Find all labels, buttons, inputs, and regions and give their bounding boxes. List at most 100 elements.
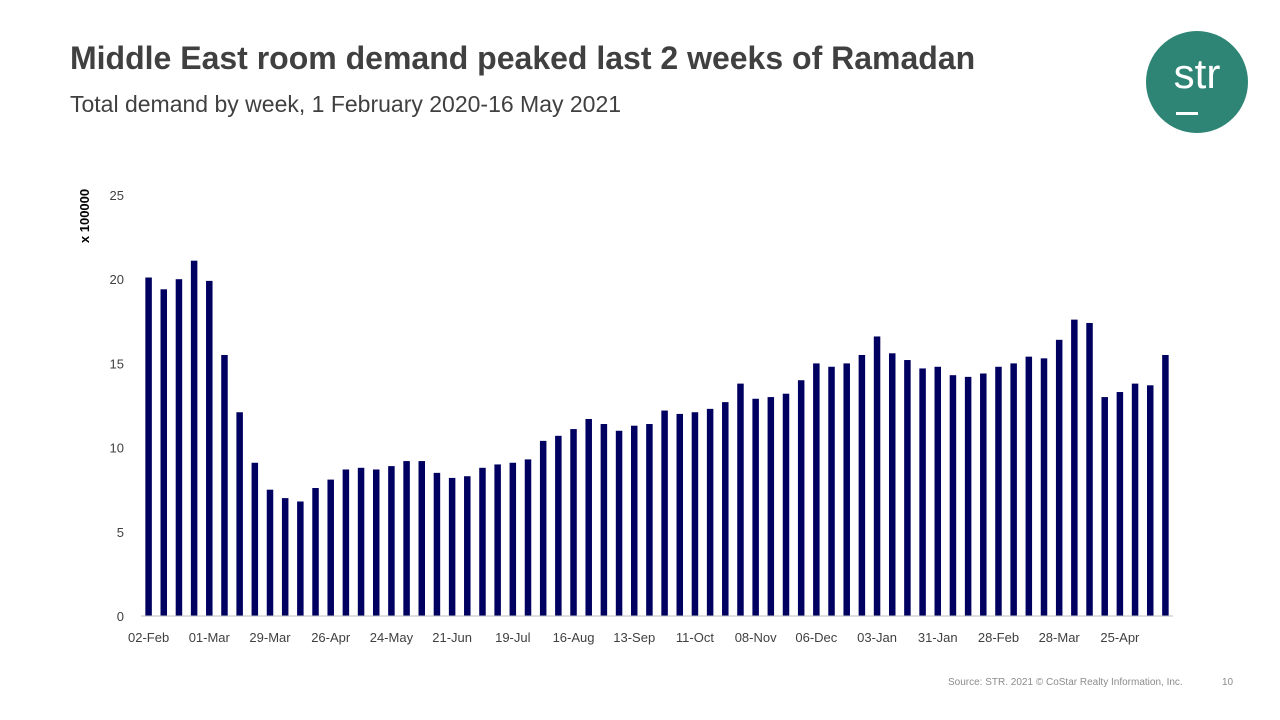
x-tick-label: 03-Jan xyxy=(857,630,897,645)
bar xyxy=(600,424,608,616)
bar xyxy=(676,413,684,616)
bar xyxy=(555,435,562,616)
str-logo: str xyxy=(1146,31,1248,133)
bar xyxy=(266,489,274,616)
bar xyxy=(1040,358,1048,616)
x-tick-label: 29-Mar xyxy=(249,630,291,645)
bar xyxy=(1086,322,1093,616)
bar xyxy=(1162,354,1169,616)
x-tick-label: 06-Dec xyxy=(795,630,837,645)
x-tick-label: 13-Sep xyxy=(613,630,655,645)
source-note: Source: STR. 2021 © CoStar Realty Inform… xyxy=(948,677,1183,688)
bar xyxy=(1116,392,1124,616)
x-tick-label: 25-Apr xyxy=(1100,630,1140,645)
page-number: 10 xyxy=(1222,677,1234,688)
x-tick-label: 24-May xyxy=(370,630,414,645)
bar xyxy=(964,376,972,616)
bar xyxy=(737,383,744,616)
bar xyxy=(980,373,987,616)
bar xyxy=(995,366,1002,616)
y-tick-label: 20 xyxy=(110,272,124,287)
x-tick-label: 28-Mar xyxy=(1039,630,1081,645)
x-tick-label: 31-Jan xyxy=(918,630,958,645)
bar xyxy=(357,467,365,616)
bar xyxy=(509,462,517,616)
bar xyxy=(221,354,228,616)
bar xyxy=(281,498,289,616)
bar xyxy=(342,469,350,616)
x-tick-label: 26-Apr xyxy=(311,630,351,645)
y-tick-label: 5 xyxy=(117,525,124,540)
x-tick-label: 21-Jun xyxy=(432,630,472,645)
bar xyxy=(190,260,198,616)
bar xyxy=(236,412,243,616)
bar xyxy=(1025,356,1033,616)
x-tick-label: 28-Feb xyxy=(978,630,1019,645)
x-tick-label: 16-Aug xyxy=(553,630,595,645)
bar xyxy=(615,430,623,616)
y-tick-label: 0 xyxy=(117,609,124,624)
bar xyxy=(646,424,653,616)
bar xyxy=(1101,397,1108,616)
bar xyxy=(797,380,805,616)
bars-group xyxy=(145,260,1169,616)
bar xyxy=(1071,319,1078,616)
bar xyxy=(904,360,911,616)
bar xyxy=(934,366,942,616)
bar xyxy=(691,412,699,616)
bar xyxy=(403,461,410,616)
bar xyxy=(585,418,592,616)
bar xyxy=(1146,385,1154,616)
bar xyxy=(312,488,319,616)
logo-text: str xyxy=(1173,50,1221,97)
bar xyxy=(479,467,486,616)
bar xyxy=(858,354,866,616)
bar xyxy=(251,462,259,616)
bar xyxy=(297,501,304,616)
bar xyxy=(706,408,714,616)
x-tick-label: 08-Nov xyxy=(735,630,777,645)
bar xyxy=(433,472,441,616)
bar xyxy=(327,479,334,616)
x-tick-label: 02-Feb xyxy=(128,630,169,645)
y-tick-label: 10 xyxy=(110,441,124,456)
y-tick-label: 25 xyxy=(110,188,124,203)
bar xyxy=(206,280,213,616)
bar xyxy=(418,461,426,616)
y-tick-label: 15 xyxy=(110,356,124,371)
bar xyxy=(949,375,957,616)
bar xyxy=(843,363,850,616)
bar xyxy=(145,277,152,616)
bar xyxy=(524,459,532,616)
bar xyxy=(570,429,577,616)
bar xyxy=(494,464,501,616)
bar xyxy=(722,402,729,616)
bar xyxy=(767,397,775,616)
chart-title: Middle East room demand peaked last 2 we… xyxy=(70,40,976,76)
bar xyxy=(1131,383,1139,616)
bar xyxy=(630,425,638,616)
bar xyxy=(1055,339,1063,616)
bar xyxy=(828,366,835,616)
bar xyxy=(388,466,395,616)
x-tick-label: 11-Oct xyxy=(676,630,714,645)
bar xyxy=(919,368,926,616)
x-tick-label: 01-Mar xyxy=(189,630,231,645)
bar xyxy=(888,353,896,616)
y-axis-ticks: 0 5 10 15 20 25 xyxy=(110,188,124,624)
bar xyxy=(661,410,668,616)
x-axis-ticks: 02-Feb 01-Mar 29-Mar 26-Apr 24-May 21-Jun 19-J… xyxy=(128,630,1140,645)
bar xyxy=(813,363,820,616)
bar xyxy=(1010,363,1017,616)
bar xyxy=(448,477,456,616)
logo-underline xyxy=(1176,112,1198,115)
x-tick-label: 19-Jul xyxy=(495,630,531,645)
bar xyxy=(160,289,168,616)
y-axis-label: x 100000 xyxy=(77,189,92,243)
bar xyxy=(752,398,759,616)
bar xyxy=(539,440,547,616)
bar xyxy=(873,336,881,616)
bar xyxy=(782,393,790,616)
bar xyxy=(175,279,183,616)
